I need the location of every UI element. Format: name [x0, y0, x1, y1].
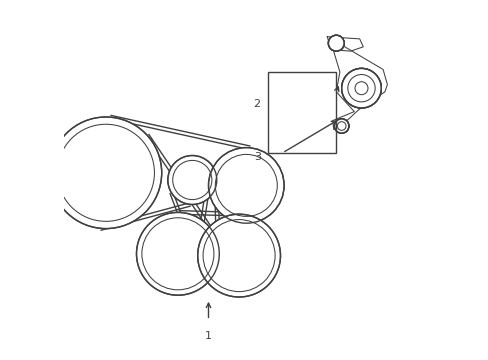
Text: 3: 3	[253, 152, 260, 162]
Polygon shape	[332, 45, 386, 130]
Circle shape	[208, 148, 284, 223]
Circle shape	[50, 117, 162, 229]
Circle shape	[334, 119, 348, 133]
Circle shape	[334, 119, 348, 133]
Circle shape	[136, 212, 219, 295]
Bar	[267, 72, 336, 153]
Circle shape	[328, 35, 344, 51]
Circle shape	[341, 68, 381, 108]
Polygon shape	[326, 37, 363, 51]
Circle shape	[167, 156, 216, 204]
Circle shape	[197, 214, 280, 297]
Text: 1: 1	[204, 331, 212, 341]
Text: 2: 2	[253, 99, 260, 109]
Circle shape	[328, 35, 344, 51]
Circle shape	[341, 68, 381, 108]
